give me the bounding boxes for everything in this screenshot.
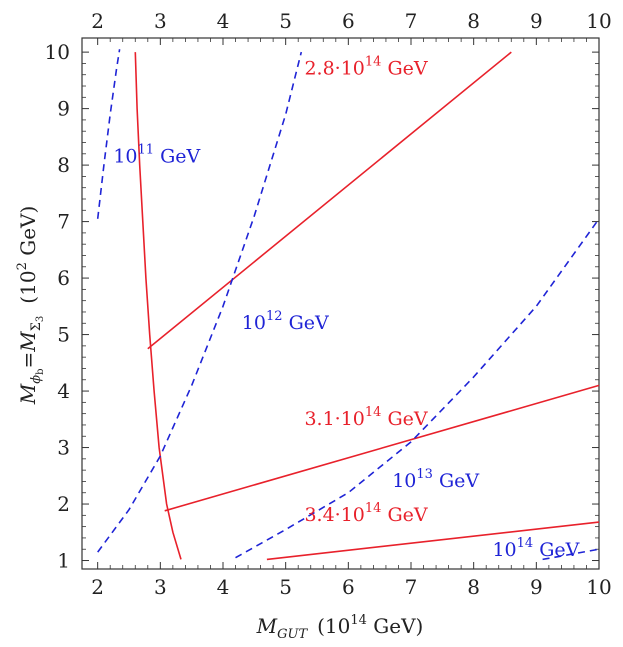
annotation-label: 1011 GeV bbox=[113, 142, 200, 167]
x-tick-label-top-7: 7 bbox=[405, 9, 418, 33]
annotation-label: 1013 GeV bbox=[392, 467, 479, 492]
series-3.1e14 bbox=[164, 384, 600, 512]
series-boundary bbox=[134, 52, 182, 560]
y-axis-title-group: Mϕb=MΣ3(102 GeV) bbox=[15, 206, 46, 406]
y-tick-label-8: 8 bbox=[57, 153, 70, 177]
annotation-label: 3.1·1014 GeV bbox=[304, 405, 427, 430]
x-tick-label-top-10: 10 bbox=[586, 9, 611, 33]
y-axis-title: Mϕb=MΣ3(102 GeV) bbox=[15, 206, 46, 406]
x-tick-label-bottom-10: 10 bbox=[586, 575, 611, 599]
y-tick-label-6: 6 bbox=[57, 266, 70, 290]
annotations: 2.8·1014 GeV 1011 GeV 1012 GeV 3.1·1014 GeV… bbox=[113, 55, 579, 561]
y-tick-label-3: 3 bbox=[57, 436, 70, 460]
y-tick-label-4: 4 bbox=[57, 379, 70, 403]
x-tick-label-bottom-8: 8 bbox=[467, 575, 480, 599]
y-tick-label-2: 2 bbox=[57, 492, 70, 516]
series-layer bbox=[96, 49, 600, 561]
x-tick-label-top-5: 5 bbox=[279, 9, 292, 33]
ticks bbox=[82, 38, 600, 569]
x-tick-label-bottom-6: 6 bbox=[342, 575, 355, 599]
series-1e11 bbox=[96, 49, 121, 219]
plot-frame bbox=[81, 37, 600, 570]
y-tick-label-10: 10 bbox=[45, 40, 70, 64]
annotation-label: 3.4·1014 GeV bbox=[304, 501, 427, 526]
x-tick-label-bottom-7: 7 bbox=[405, 575, 418, 599]
y-tick-label-9: 9 bbox=[57, 97, 70, 121]
series-1e12 bbox=[97, 51, 303, 553]
x-tick-label-bottom-5: 5 bbox=[279, 575, 292, 599]
y-tick-label-1: 1 bbox=[57, 549, 70, 573]
y-tick-label-7: 7 bbox=[57, 210, 70, 234]
series-1e14 bbox=[542, 548, 600, 561]
y-tick-label-5: 5 bbox=[57, 323, 70, 347]
series-1e13 bbox=[235, 218, 600, 559]
x-tick-label-top-2: 2 bbox=[91, 9, 104, 33]
x-tick-label-bottom-3: 3 bbox=[154, 575, 167, 599]
x-axis-title: MGUT (1014 GeV) bbox=[256, 613, 424, 642]
x-tick-label-bottom-9: 9 bbox=[530, 575, 543, 599]
annotation-label: 1014 GeV bbox=[492, 536, 579, 561]
x-tick-label-top-3: 3 bbox=[154, 9, 167, 33]
x-tick-label-top-8: 8 bbox=[467, 9, 480, 33]
x-tick-label-bottom-2: 2 bbox=[91, 575, 104, 599]
x-tick-label-top-6: 6 bbox=[342, 9, 355, 33]
series-2.8e14 bbox=[147, 51, 512, 350]
x-tick-label-top-4: 4 bbox=[217, 9, 230, 33]
x-tick-label-top-9: 9 bbox=[530, 9, 543, 33]
annotation-label: 2.8·1014 GeV bbox=[304, 55, 427, 80]
series-3.4e14 bbox=[266, 521, 600, 561]
annotation-label: 1012 GeV bbox=[242, 309, 329, 334]
x-tick-label-bottom-4: 4 bbox=[217, 575, 230, 599]
